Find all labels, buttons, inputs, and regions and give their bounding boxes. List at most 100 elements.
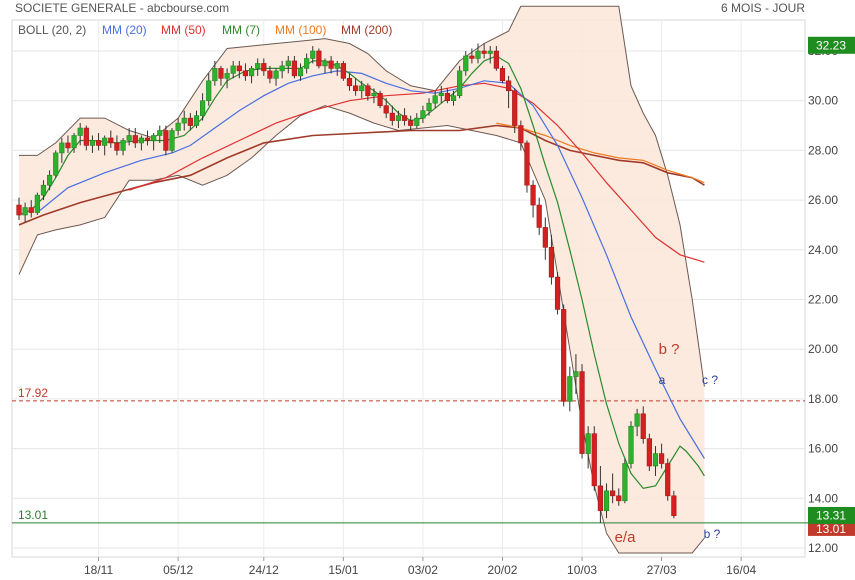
candle-body [95, 140, 102, 146]
candle-body [359, 85, 365, 92]
candle-body [328, 60, 334, 69]
candle-body [46, 174, 53, 186]
candle-body [151, 135, 157, 141]
chart-title: SOCIETE GENERALE - abcbourse.com [15, 1, 229, 15]
support-price-badge-label: 13.01 [816, 522, 846, 536]
wave-label: e/a [615, 529, 637, 546]
candle-body [432, 95, 438, 104]
candle-body [603, 490, 610, 512]
candle-body [579, 371, 585, 454]
legend-item-mm20: MM (20) [102, 23, 147, 37]
y-tick-label: 20.00 [808, 342, 838, 356]
candle-body [597, 485, 603, 512]
candle-body [548, 247, 555, 278]
candle-body [255, 63, 261, 69]
candle-body [512, 90, 518, 126]
candle-body [304, 58, 310, 69]
candle-body [53, 152, 59, 176]
candle-body [200, 100, 206, 116]
candle-body [181, 117, 187, 124]
candle-body [83, 127, 89, 146]
support-price-badge [808, 520, 855, 536]
candle-body [316, 50, 322, 67]
x-tick-label: 27/03 [647, 563, 677, 577]
candle-body [175, 122, 181, 131]
candle-body [285, 60, 291, 67]
candle-body [28, 207, 34, 213]
candle-body [444, 92, 451, 102]
candle-body [340, 63, 346, 79]
wave-label: b ? [704, 527, 721, 541]
last-price-badge [808, 506, 855, 524]
candle-body [622, 463, 628, 502]
candle-body [163, 130, 169, 151]
candle-body [487, 50, 493, 54]
y-tick-label: 28.00 [808, 143, 838, 157]
candle-body [518, 125, 524, 144]
wave-label: b ? [659, 341, 680, 358]
candle-body [108, 137, 114, 144]
wave-label: c ? [702, 373, 718, 387]
levels [12, 400, 855, 524]
candle-body [646, 438, 652, 467]
legend-item-mm50: MM (50) [161, 23, 206, 37]
candle-body [310, 50, 316, 59]
candle-body [169, 130, 175, 151]
candle-body [542, 227, 548, 248]
y-tick-label: 16.00 [808, 442, 838, 456]
candle-body [65, 142, 71, 149]
series-line-20 [37, 70, 705, 459]
y-tick-label: 30.00 [808, 94, 838, 108]
x-axis: 18/11 05/12 24/12 15/01 03/02 20/02 10/03 27/03… [84, 557, 756, 577]
x-tick-label: 10/03 [567, 563, 597, 577]
y-tick-label: 24.00 [808, 243, 838, 257]
candle-body [218, 68, 224, 79]
x-tick-label: 20/02 [487, 563, 517, 577]
series-line-100 [496, 122, 705, 184]
candle-body [493, 50, 499, 69]
candle-body [261, 63, 267, 72]
candle-body [279, 65, 285, 72]
legend-item-mm7: MM (7) [222, 23, 260, 37]
candle-body [585, 433, 591, 454]
candle-body [628, 425, 634, 464]
x-tick-label: 16/04 [726, 563, 756, 577]
candle-body [236, 65, 242, 72]
candle-body [120, 140, 126, 151]
candle-body [457, 70, 463, 97]
period-label: 6 MOIS - JOUR [721, 1, 805, 15]
candles [16, 43, 677, 524]
candle-body [463, 55, 469, 72]
price-badges: 13.01 13.31 32.23 [808, 36, 855, 536]
legend: BOLL (20, 2) MM (20) MM (50) MM (7) MM (… [18, 23, 392, 37]
candle-body [408, 120, 414, 126]
x-tick-label: 18/11 [84, 563, 113, 577]
wave-annotations: b ? a c ? e/a b ? [615, 341, 721, 546]
candle-body [144, 137, 151, 141]
candle-body [346, 78, 353, 87]
candle-body [212, 68, 218, 82]
candle-body [224, 73, 230, 79]
candle-body [132, 135, 138, 144]
candle-body [138, 137, 145, 144]
candle-body [114, 142, 120, 151]
candle-body [554, 276, 561, 310]
candle-body [634, 413, 640, 427]
candle-body [499, 68, 506, 82]
candle-body [59, 142, 65, 154]
candle-body [157, 130, 163, 136]
candle-body [395, 115, 402, 121]
candle-body [671, 495, 677, 516]
candle-body [193, 115, 200, 126]
candle-body [414, 117, 420, 126]
candle-body [365, 85, 371, 97]
candle-body [475, 50, 481, 59]
candle-body [524, 142, 530, 186]
candle-body [22, 207, 28, 216]
x-tick-label: 24/12 [249, 563, 279, 577]
high-price-badge [808, 36, 855, 54]
y-tick-label: 14.00 [808, 491, 838, 505]
candle-body [505, 80, 512, 92]
candle-body [297, 68, 304, 77]
